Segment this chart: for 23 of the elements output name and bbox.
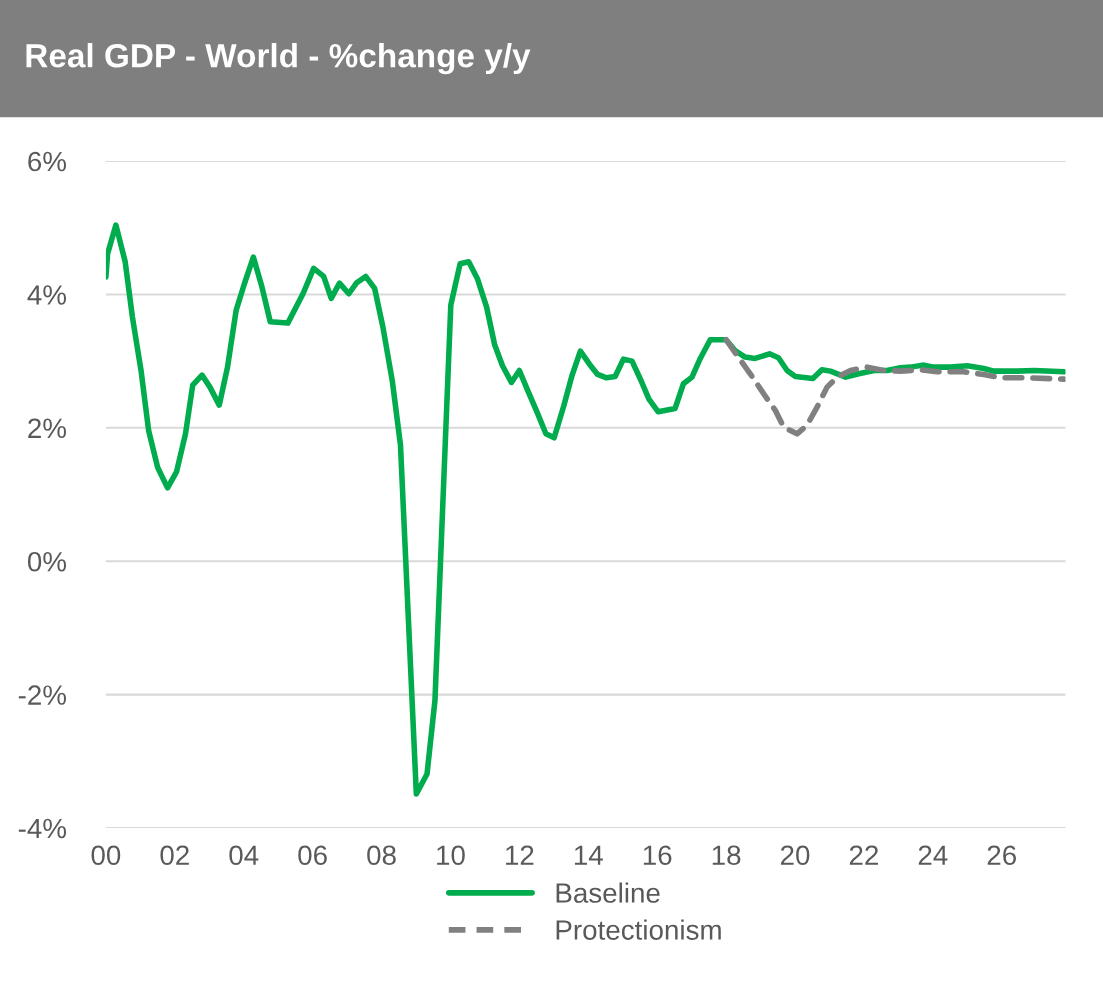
x-tick-label: 12 bbox=[506, 845, 534, 865]
legend-label: Baseline bbox=[556, 882, 660, 903]
x-tick-label: 26 bbox=[987, 845, 1016, 866]
x-tick-label: 00 bbox=[91, 845, 121, 866]
x-tick-label: 24 bbox=[918, 845, 948, 865]
x-tick-label: 06 bbox=[298, 845, 327, 866]
y-tick-label: -4% bbox=[18, 818, 67, 839]
x-tick-label: 04 bbox=[229, 845, 259, 866]
y-tick-label: 0% bbox=[27, 551, 67, 572]
x-tick-label: 02 bbox=[160, 845, 189, 866]
x-tick-label: 14 bbox=[574, 845, 603, 865]
legend-label: Protectionism bbox=[556, 919, 721, 940]
x-tick-label: 08 bbox=[367, 845, 396, 866]
y-tick-label: -2% bbox=[18, 685, 67, 705]
y-tick-label: 4% bbox=[27, 285, 67, 305]
x-tick-label: 10 bbox=[437, 845, 465, 866]
chart-title: Real GDP - World - %change y/y bbox=[26, 43, 531, 75]
x-tick-label: 22 bbox=[849, 845, 878, 865]
x-tick-label: 16 bbox=[643, 845, 672, 866]
x-tick-label: 18 bbox=[712, 845, 741, 866]
x-tick-label: 20 bbox=[780, 845, 810, 866]
y-tick-label: 2% bbox=[28, 418, 67, 439]
y-tick-label: 6% bbox=[28, 151, 67, 172]
